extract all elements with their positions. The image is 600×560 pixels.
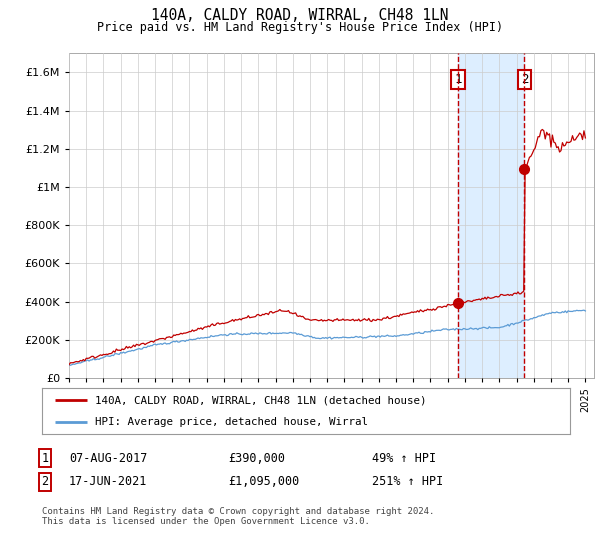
Text: 49% ↑ HPI: 49% ↑ HPI	[372, 451, 436, 465]
Text: 17-JUN-2021: 17-JUN-2021	[69, 475, 148, 488]
Text: 2: 2	[521, 73, 528, 86]
Text: 140A, CALDY ROAD, WIRRAL, CH48 1LN: 140A, CALDY ROAD, WIRRAL, CH48 1LN	[151, 8, 449, 24]
Text: 07-AUG-2017: 07-AUG-2017	[69, 451, 148, 465]
Text: Contains HM Land Registry data © Crown copyright and database right 2024.
This d: Contains HM Land Registry data © Crown c…	[42, 507, 434, 526]
Text: Price paid vs. HM Land Registry's House Price Index (HPI): Price paid vs. HM Land Registry's House …	[97, 21, 503, 34]
Text: 251% ↑ HPI: 251% ↑ HPI	[372, 475, 443, 488]
Text: £390,000: £390,000	[228, 451, 285, 465]
Text: 2: 2	[41, 475, 49, 488]
Text: HPI: Average price, detached house, Wirral: HPI: Average price, detached house, Wirr…	[95, 417, 368, 427]
Text: 1: 1	[454, 73, 462, 86]
Text: £1,095,000: £1,095,000	[228, 475, 299, 488]
Text: 140A, CALDY ROAD, WIRRAL, CH48 1LN (detached house): 140A, CALDY ROAD, WIRRAL, CH48 1LN (deta…	[95, 395, 426, 405]
Bar	[458, 53, 524, 378]
Text: 1: 1	[41, 451, 49, 465]
